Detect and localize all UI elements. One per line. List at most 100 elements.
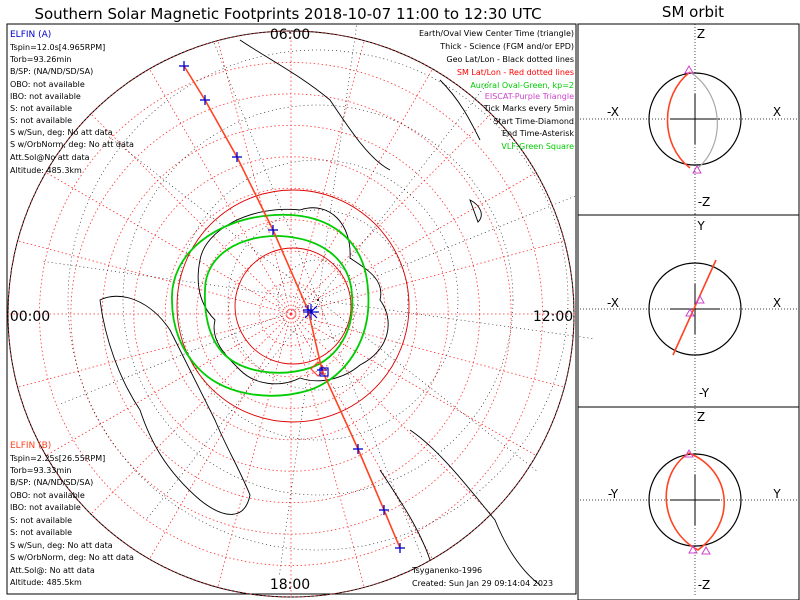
geo-lon-line	[97, 127, 319, 301]
polar-plot-frame	[6, 23, 577, 595]
mlt-spoke	[290, 68, 433, 315]
legend-entry: Start Time-Diamond	[493, 117, 574, 126]
mlt-spoke	[290, 113, 492, 315]
probe-a-line: B/SP: (NA/ND/SD/SA)	[10, 67, 93, 76]
mlt-spoke	[90, 113, 292, 315]
orbit-marker	[695, 294, 705, 304]
probe-a-line: S: not available	[10, 104, 72, 113]
legend-entry: Auroral Oval-Green, kp=2	[470, 81, 574, 90]
legend-entry: Earth/Oval View Center Time (triangle)	[419, 29, 574, 38]
start-diamond	[310, 361, 326, 377]
orbit-trace-back	[689, 71, 718, 169]
probe-b-line: OBO: not available	[10, 491, 85, 500]
chart-title: Southern Solar Magnetic Footprints 2018-…	[34, 5, 541, 23]
probe-b-line: Torb=93.33min	[9, 466, 71, 475]
auroral-oval-inner	[203, 235, 354, 374]
polar-grid	[7, 22, 596, 598]
probe-b-line: B/SP: (NA/ND/SD/SA)	[10, 478, 93, 487]
sm-lat-ring	[164, 187, 418, 441]
probe-b-line: S w/Sun, deg: No att data	[10, 541, 113, 550]
geo-lat-circle	[277, 259, 359, 341]
sm-lat-ring	[39, 62, 543, 566]
legend-entry: Thick - Science (FGM and/or EPD)	[439, 42, 574, 51]
sm-axis-label: Y	[696, 219, 705, 233]
probe-b-line: IBO: not available	[10, 503, 81, 512]
probe-a-line: S w/Sun, deg: No att data	[10, 128, 113, 137]
mlt-label-left: 00:00	[10, 309, 50, 325]
geo-lon-line	[212, 40, 319, 301]
probe-b-name: ELFIN (B)	[10, 441, 51, 451]
sm-orbit-panels	[580, 24, 798, 595]
side-title: SM orbit	[662, 3, 724, 21]
end-marker	[319, 367, 329, 377]
geo-lon-line	[58, 299, 319, 406]
sm-axis-label: Z	[697, 27, 705, 41]
sm-axis-label: X	[773, 105, 781, 119]
land-outlines	[99, 39, 541, 586]
orbit-trace	[672, 259, 717, 356]
sm-lat-ring	[259, 282, 323, 346]
mlt-label-right: 12:00	[533, 309, 573, 325]
legend-entry: SM Lat/Lon - Red dotted lines	[457, 68, 574, 77]
mlt-spoke	[290, 313, 537, 456]
sm-axis-label: -X	[607, 105, 619, 119]
geo-lon-line	[317, 79, 491, 301]
probe-a-line: OBO: not available	[10, 80, 85, 89]
mlt-label-bottom: 18:00	[270, 577, 310, 593]
probe-a-line: Torb=93.26min	[9, 55, 71, 64]
orbit-marker	[688, 544, 698, 554]
probe-a-line: S: not available	[10, 116, 72, 125]
sm-lat-ring	[196, 219, 386, 409]
probe-a-line: Altitude: 485.3km	[10, 166, 82, 175]
geo-lon-line	[317, 299, 596, 340]
probe-a-info: ELFIN (A) Tspin=12.0s[4.965RPM] Torb=93.…	[9, 30, 134, 175]
legend-entry: VLF-Green Square	[501, 142, 574, 151]
legend-entry: Tick Marks every 5min	[483, 104, 574, 113]
sm-lat-ring	[7, 30, 575, 598]
mlt-spoke	[290, 313, 365, 588]
land-outline	[99, 295, 251, 515]
probe-b-line: S: not available	[10, 516, 72, 525]
mlt-spoke	[290, 313, 492, 515]
sm-axis-label: -X	[607, 296, 619, 310]
mlt-spoke	[90, 313, 292, 515]
sm-axis-label: -Z	[698, 195, 711, 209]
created-label: Created: Sun Jan 29 09:14:04 2023	[412, 579, 553, 588]
sm-axis-label: X	[773, 296, 781, 310]
sm-axis-label: Z	[697, 410, 705, 424]
orbit-trace	[665, 452, 725, 551]
orbit-marker	[692, 164, 702, 174]
land-outline	[379, 429, 541, 586]
sm-lat-circle	[234, 247, 352, 365]
mlt-spoke	[17, 240, 292, 315]
auroral-oval-outer	[171, 213, 370, 397]
mlt-spoke	[217, 40, 292, 315]
geo-lat-circle	[227, 209, 409, 391]
earth-circle	[648, 262, 742, 356]
model-label: Tsyganenko-1996	[411, 566, 482, 575]
probe-b-line: Att.Sol@: No att data	[10, 566, 95, 575]
sm-axis-label: -Y	[608, 487, 619, 501]
probe-a-name: ELFIN (A)	[10, 30, 51, 40]
sm-panel-frame	[577, 23, 800, 600]
earth-circle	[648, 72, 742, 166]
orbit-marker	[701, 545, 711, 555]
geo-lon-line	[317, 299, 539, 473]
probe-a-line: IBO: not available	[10, 92, 81, 101]
geo-lat-circle	[177, 159, 459, 441]
land-outline	[197, 207, 389, 385]
auroral-ovals	[171, 213, 370, 397]
geo-lon-line	[145, 299, 319, 521]
mlt-spoke	[45, 313, 292, 456]
sm-lat-circle	[176, 189, 410, 423]
geo-lon-line	[317, 22, 358, 301]
legend-entry: End Time-Asterisk	[502, 129, 574, 138]
sm-axis-label: -Z	[698, 578, 711, 592]
land-outline	[469, 199, 482, 223]
geo-lon-line	[278, 299, 319, 578]
probe-b-info: ELFIN (B) Tspin=2.25s[26.55RPM] Torb=93.…	[9, 441, 134, 587]
probe-b-line: Altitude: 485.5km	[10, 578, 82, 587]
mlt-spoke	[290, 240, 565, 315]
mlt-spoke	[290, 313, 565, 388]
mlt-spoke	[17, 313, 292, 388]
